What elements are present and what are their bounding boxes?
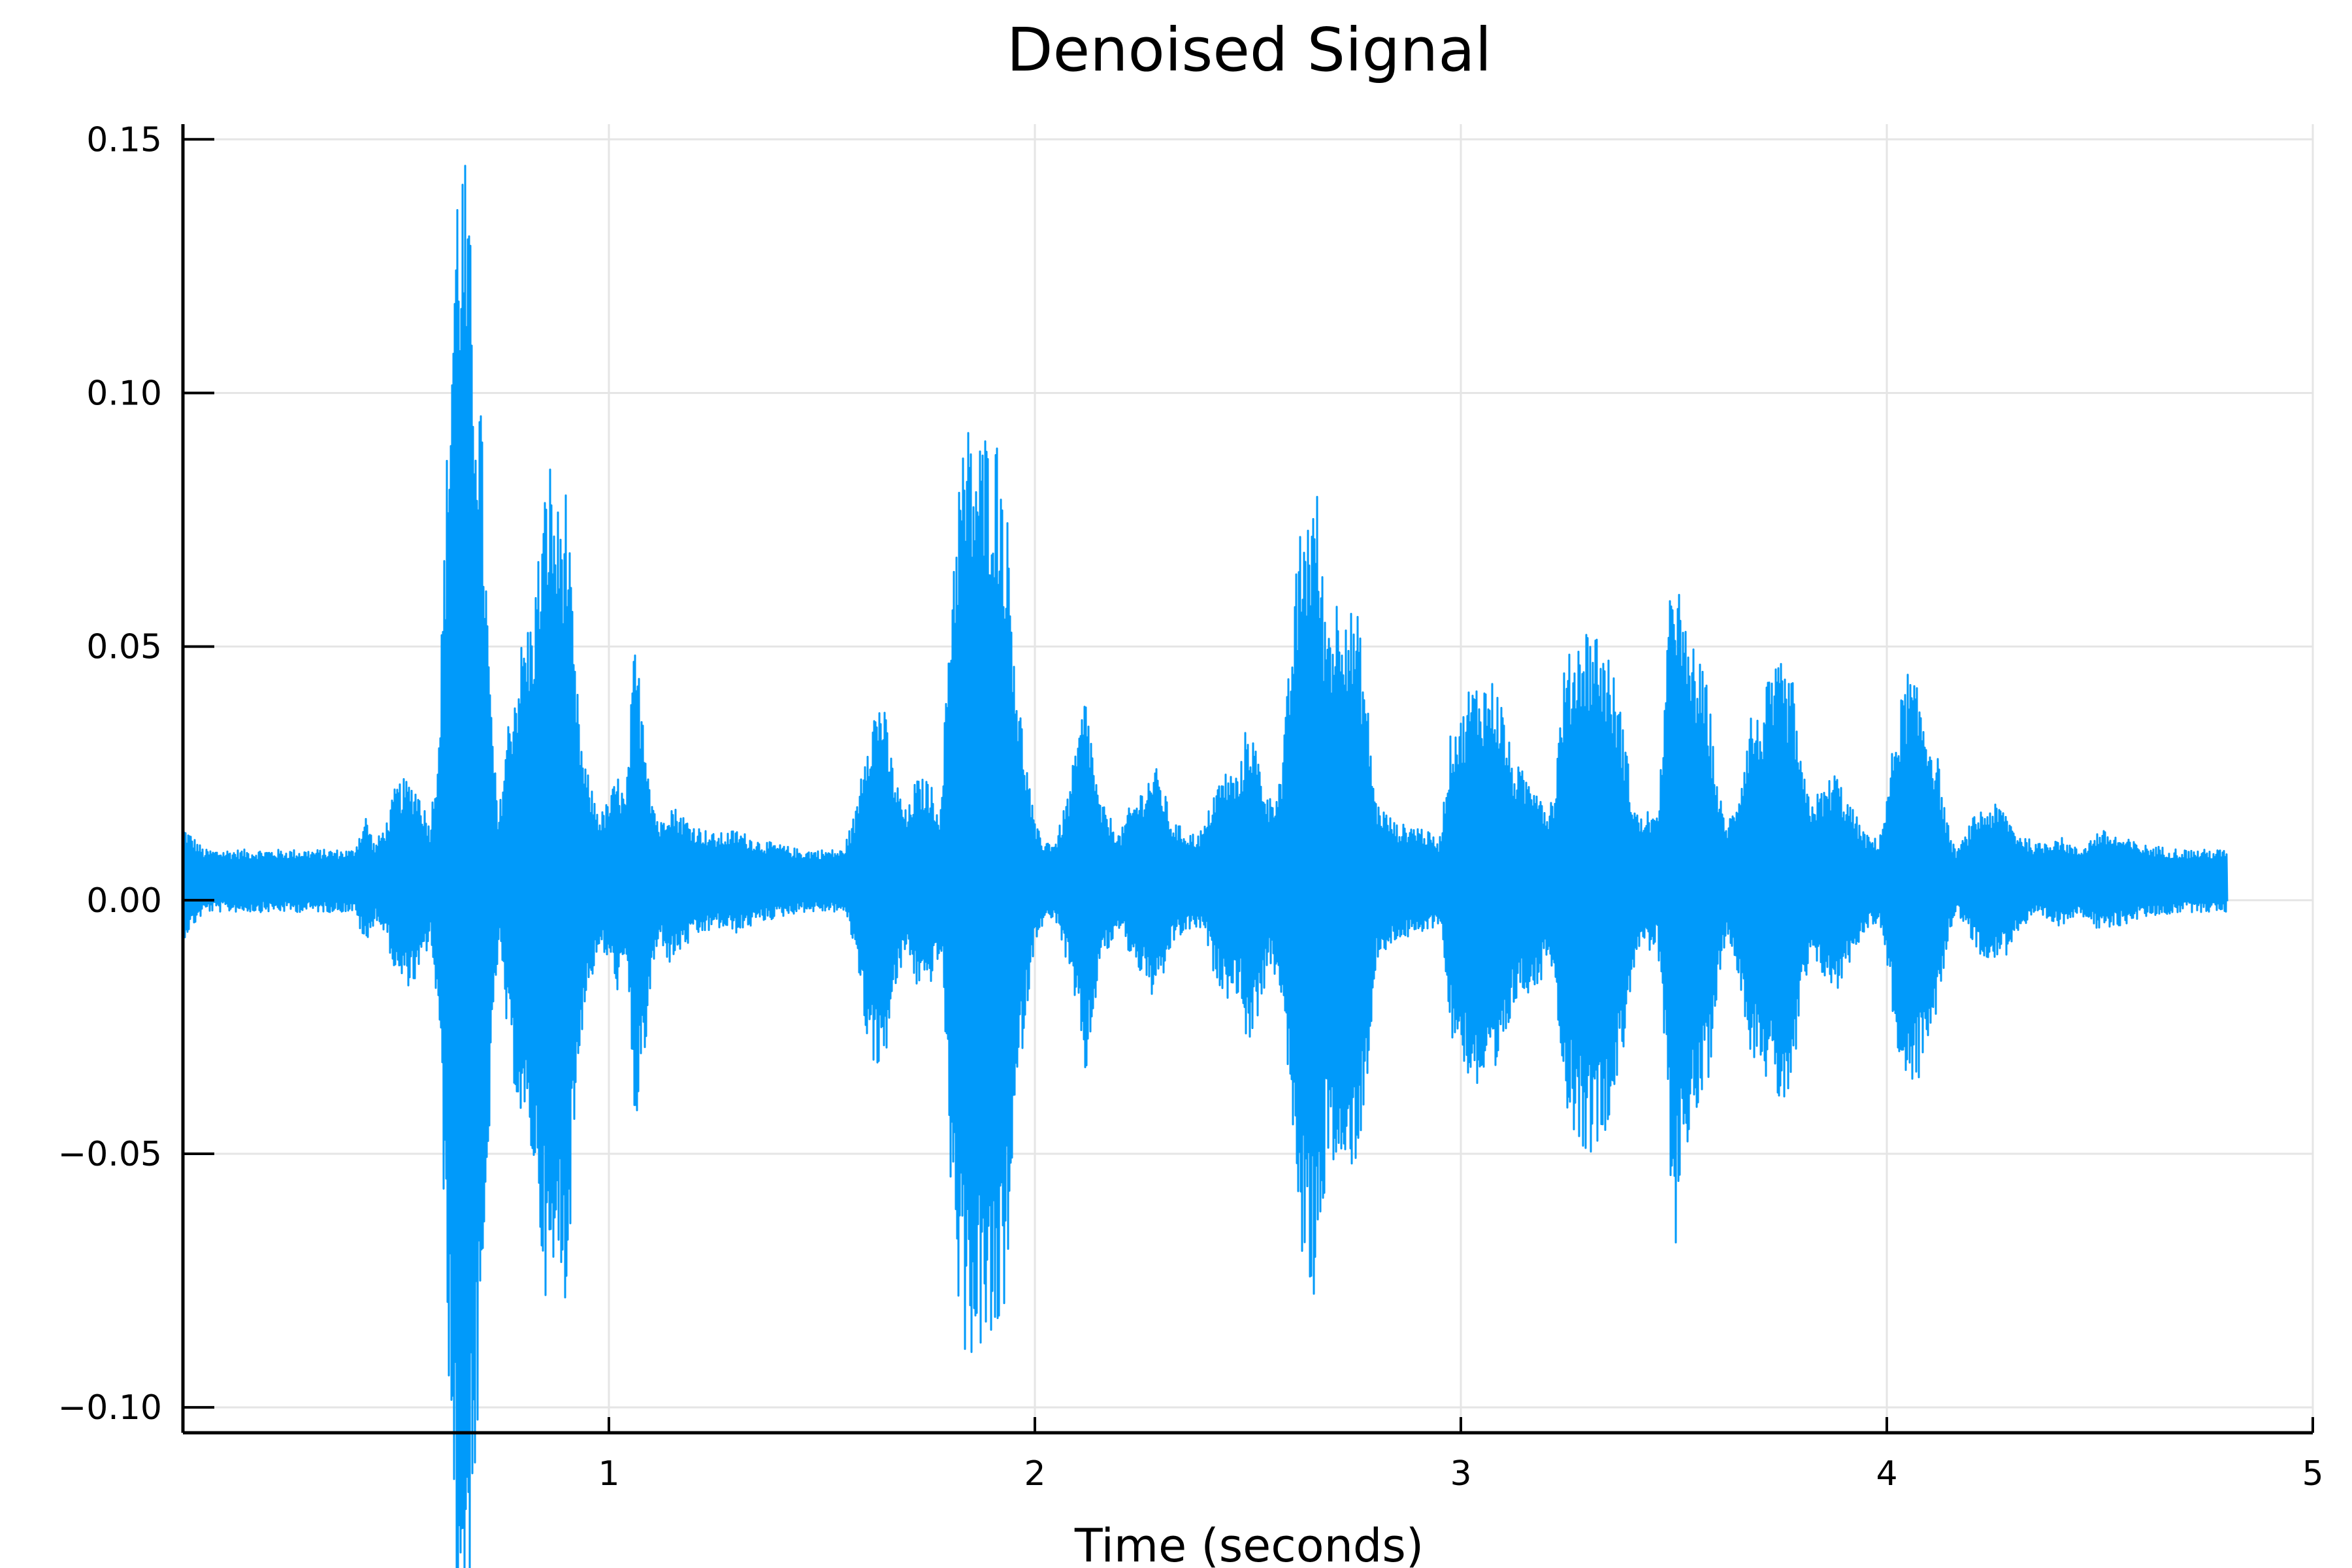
y-tick-label: 0.05 (86, 628, 162, 667)
y-tick-label: 0.15 (86, 120, 162, 159)
x-tick-label: 1 (598, 1454, 619, 1494)
y-tick-label: −0.10 (58, 1388, 162, 1428)
series-layer (182, 165, 2229, 1568)
tick-layer: 1 2 3 4 5 0.15 0.10 0.05 0.00 −0.05 −0.10 (58, 120, 2324, 1494)
x-tick-label: 5 (2302, 1454, 2323, 1494)
chart-title: Denoised Signal (1007, 15, 1492, 85)
x-tick-label: 2 (1024, 1454, 1045, 1494)
x-axis-title: Time (seconds) (1074, 1519, 1424, 1568)
axis-layer (181, 124, 2313, 1435)
series-line (182, 165, 2229, 1568)
y-tick-label: 0.00 (86, 881, 162, 921)
y-tick-label: 0.10 (86, 374, 162, 413)
x-tick-label: 3 (1450, 1454, 1471, 1494)
x-tick-label: 4 (1876, 1454, 1897, 1494)
y-tick-label: −0.05 (58, 1135, 162, 1174)
